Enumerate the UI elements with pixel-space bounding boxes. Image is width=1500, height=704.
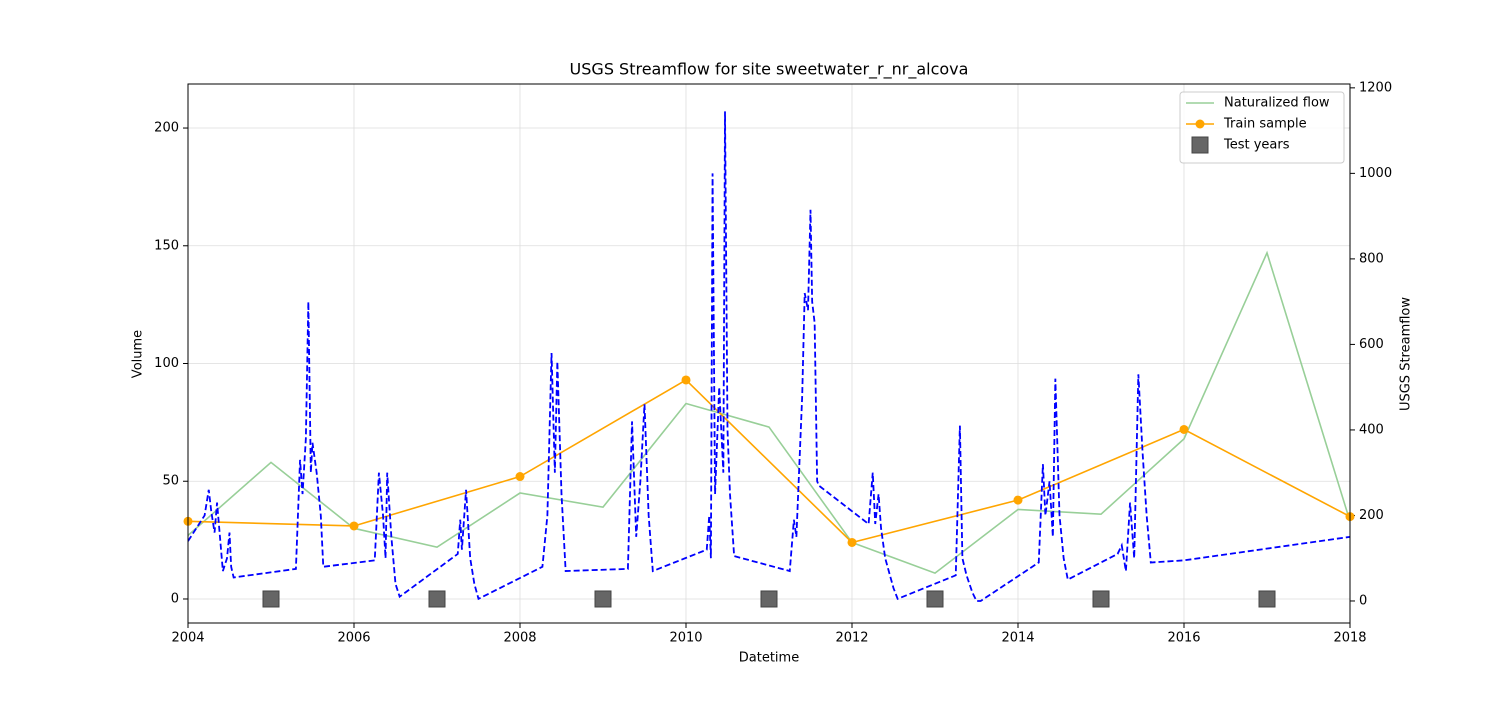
- point: [515, 472, 525, 482]
- y-tick-label: 100: [154, 356, 179, 371]
- point: [1179, 424, 1189, 434]
- point: [428, 590, 446, 608]
- legend-label: Naturalized flow: [1224, 96, 1330, 111]
- x-tick-label: 2006: [337, 631, 370, 646]
- y2-tick-label: 400: [1359, 422, 1384, 437]
- point: [1092, 590, 1110, 608]
- legend-box: [1179, 91, 1345, 164]
- y2-tick-label: 600: [1359, 337, 1384, 352]
- point: [681, 375, 691, 385]
- y-tick-label: 150: [154, 238, 179, 253]
- legend-label: Test years: [1223, 138, 1290, 153]
- y2-tick-label: 0: [1359, 593, 1367, 608]
- x-tick-label: 2014: [1001, 631, 1034, 646]
- point: [349, 521, 359, 531]
- chart-title: USGS Streamflow for site sweetwater_r_nr…: [570, 60, 969, 80]
- x-tick-label: 2010: [669, 631, 702, 646]
- y-axis-label: Volume: [131, 330, 146, 378]
- plot-frame: [187, 83, 1351, 624]
- y2-tick-label: 1200: [1359, 80, 1392, 95]
- y2-tick-label: 1000: [1359, 166, 1392, 181]
- x-tick-label: 2008: [503, 631, 536, 646]
- point: [262, 590, 280, 608]
- y-tick-label: 0: [171, 591, 179, 606]
- series-line: [188, 378, 1350, 544]
- y2-tick-label: 200: [1359, 508, 1384, 523]
- point: [1258, 590, 1276, 608]
- y2-axis-label: USGS Streamflow: [1399, 297, 1414, 411]
- point: [847, 537, 857, 547]
- point: [1013, 495, 1023, 505]
- legend-label: Train sample: [1223, 117, 1307, 132]
- y-tick-label: 200: [154, 121, 179, 136]
- y-tick-label: 50: [162, 474, 179, 489]
- series-line: [188, 111, 1350, 602]
- x-tick-label: 2016: [1167, 631, 1200, 646]
- series-line: [188, 250, 1350, 574]
- legend-marker: [1195, 119, 1205, 129]
- y2-tick-label: 800: [1359, 251, 1384, 266]
- x-tick-label: 2012: [835, 631, 868, 646]
- point: [926, 590, 944, 608]
- point: [594, 590, 612, 608]
- x-tick-label: 2018: [1333, 631, 1366, 646]
- point: [760, 590, 778, 608]
- legend-marker: [1191, 136, 1209, 154]
- x-tick-label: 2004: [171, 631, 204, 646]
- x-axis-label: Datetime: [739, 651, 799, 666]
